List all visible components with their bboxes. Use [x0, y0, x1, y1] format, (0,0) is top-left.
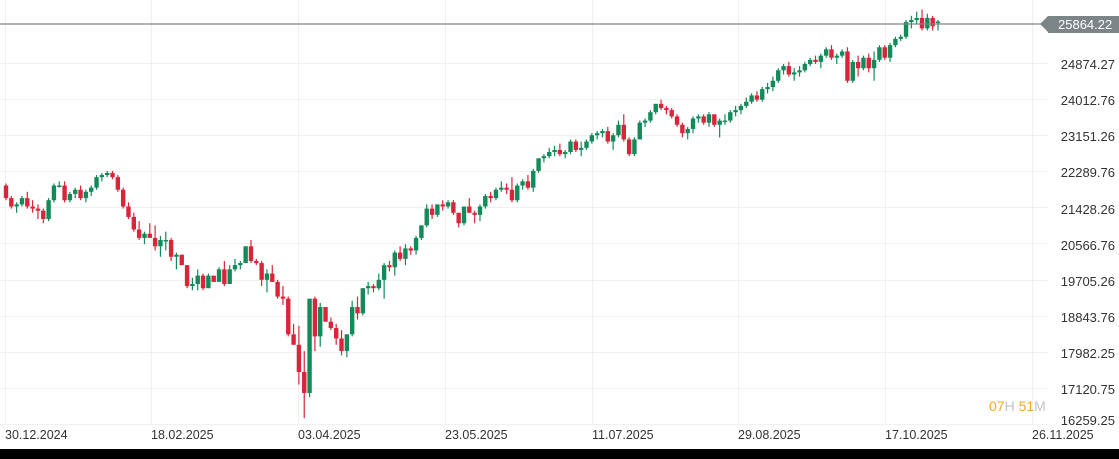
- countdown-hours-unit: H: [1004, 398, 1015, 414]
- countdown-hours: 07: [989, 398, 1005, 414]
- grid-lines: [0, 0, 1048, 425]
- date-label: 29.08.2025: [738, 428, 801, 442]
- countdown-minutes: 51: [1018, 398, 1035, 414]
- date-label: 11.07.2025: [592, 428, 654, 442]
- date-label: 18.02.2025: [151, 428, 214, 442]
- price-label: 23151.26: [1060, 129, 1115, 144]
- price-label: 21428.26: [1060, 202, 1115, 217]
- candlestick-chart[interactable]: 24874.27 24012.76 23151.26 22289.76 2142…: [0, 0, 1119, 449]
- last-price-marker: 25864.22: [1040, 16, 1119, 33]
- bottom-bar: [0, 449, 1119, 459]
- price-label: 17982.25: [1060, 346, 1115, 361]
- price-label: 17120.75: [1060, 382, 1115, 397]
- price-label: 18843.76: [1060, 310, 1115, 325]
- candles: [3, 9, 941, 419]
- plot-area[interactable]: [0, 0, 1119, 449]
- date-label: 30.12.2024: [5, 428, 68, 442]
- price-label: 19705.26: [1060, 274, 1115, 289]
- date-label: 17.10.2025: [885, 428, 948, 442]
- date-label: 23.05.2025: [445, 428, 508, 442]
- candle-countdown: 07H 51M: [989, 398, 1046, 414]
- price-label: 24012.76: [1060, 93, 1115, 108]
- date-label: 26.11.2025: [1032, 428, 1094, 442]
- price-label: 16259.25: [1060, 413, 1115, 428]
- price-label: 22289.76: [1060, 165, 1115, 180]
- countdown-minutes-unit: M: [1034, 398, 1046, 414]
- date-label: 03.04.2025: [298, 428, 361, 442]
- price-label: 20566.76: [1060, 238, 1115, 253]
- price-label: 24874.27: [1060, 57, 1115, 72]
